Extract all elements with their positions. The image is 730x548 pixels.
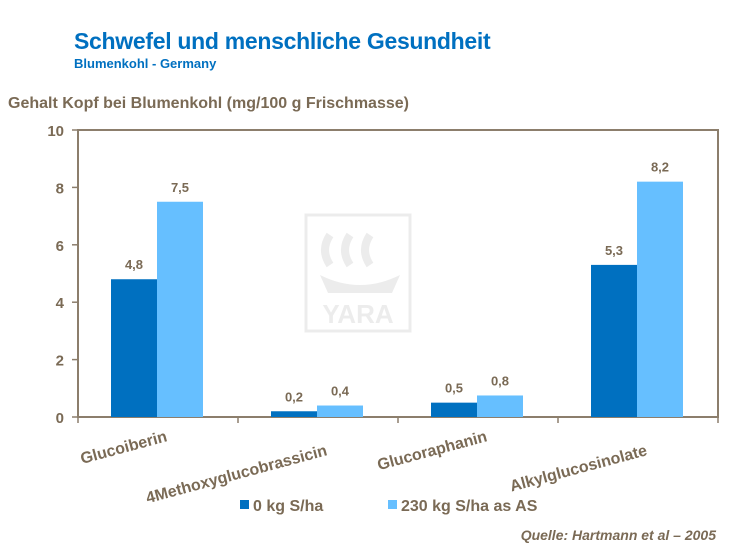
data-label: 4,8 bbox=[125, 257, 143, 272]
x-category-label: Glucoraphanin bbox=[376, 428, 489, 474]
x-category-label: Glucoiberin bbox=[79, 428, 169, 467]
bar-0-3 bbox=[591, 264, 637, 417]
legend-label-0: 0 kg S/ha bbox=[253, 498, 323, 515]
source-citation: Quelle: Hartmann et al – 2005 bbox=[520, 527, 716, 543]
bar-1-3 bbox=[637, 181, 683, 417]
y-tick-label: 6 bbox=[56, 238, 64, 255]
bar-1-2 bbox=[477, 395, 523, 417]
data-label: 0,4 bbox=[331, 384, 350, 399]
data-label: 0,2 bbox=[285, 389, 303, 404]
legend-swatch-1 bbox=[388, 500, 397, 509]
y-tick-label: 4 bbox=[56, 295, 65, 312]
data-label: 8,2 bbox=[651, 160, 669, 175]
bar-0-0 bbox=[111, 279, 157, 417]
bar-1-0 bbox=[157, 201, 203, 417]
bar-0-1 bbox=[271, 411, 317, 417]
y-tick-label: 10 bbox=[47, 123, 64, 140]
bar-1-1 bbox=[317, 405, 363, 417]
y-tick-label: 8 bbox=[56, 180, 64, 197]
data-label: 7,5 bbox=[171, 180, 189, 195]
bar-0-2 bbox=[431, 402, 477, 417]
y-tick-label: 0 bbox=[56, 410, 64, 427]
y-tick-label: 2 bbox=[56, 353, 64, 370]
legend-label-1: 230 kg S/ha as AS bbox=[401, 498, 538, 515]
x-category-label: Alkylglucosinolate bbox=[508, 442, 649, 495]
legend-swatch-0 bbox=[240, 500, 249, 509]
yara-logo-watermark: YARA bbox=[304, 213, 412, 333]
data-label: 0,8 bbox=[491, 373, 509, 388]
page-title: Schwefel und menschliche Gesundheit bbox=[74, 28, 491, 54]
data-label: 0,5 bbox=[445, 381, 463, 396]
watermark-text: YARA bbox=[322, 299, 394, 329]
data-label: 5,3 bbox=[605, 243, 623, 258]
page-subtitle: Blumenkohl - Germany bbox=[74, 56, 217, 71]
y-axis-label: Gehalt Kopf bei Blumenkohl (mg/100 g Fri… bbox=[8, 95, 409, 112]
